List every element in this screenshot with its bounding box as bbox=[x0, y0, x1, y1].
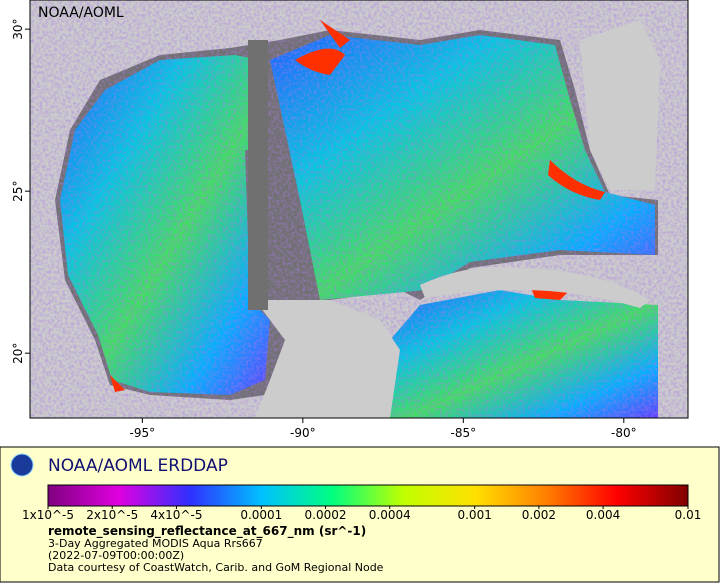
colorbar-tick-label: 0.004 bbox=[586, 508, 620, 522]
caption: 3-Day Aggregated MODIS Aqua Rrs667(2022-… bbox=[48, 537, 384, 574]
caption-line: 3-Day Aggregated MODIS Aqua Rrs667 bbox=[48, 537, 263, 550]
corner-label: NOAA/AOML bbox=[38, 5, 124, 21]
colorbar-tick-label: 4x10^-5 bbox=[150, 508, 202, 522]
variable: remote_sensing_reflectance_at_667_nm (sr… bbox=[48, 524, 366, 539]
brand: NOAA/AOML ERDDAP bbox=[48, 456, 228, 476]
noaa-logo bbox=[10, 453, 34, 477]
y-tick-label: 20° bbox=[11, 343, 25, 364]
y-tick-label: 25° bbox=[11, 181, 25, 202]
colorbar-tick-label: 0.01 bbox=[675, 508, 702, 522]
x-tick-label: -95° bbox=[130, 426, 156, 440]
colorbar: 1x10^-5 2x10^-5 4x10^-5 0.0001 0.0002 0.0004 0… bbox=[22, 484, 702, 522]
colorbar-tick-label: 0.0001 bbox=[240, 508, 282, 522]
legend-panel bbox=[0, 446, 720, 583]
x-tick-label: -85° bbox=[451, 426, 477, 440]
y-tick-label: 30° bbox=[11, 19, 25, 40]
x-tick-label: -80° bbox=[611, 426, 637, 440]
colorbar-tick-label: 0.001 bbox=[457, 508, 491, 522]
x-tick-label: -90° bbox=[290, 426, 316, 440]
colorbar-tick-label: 0.0004 bbox=[369, 508, 411, 522]
cuba bbox=[420, 266, 650, 308]
colorbar-tick-label: 0.0002 bbox=[305, 508, 347, 522]
map-frame bbox=[29, 0, 689, 419]
florida bbox=[580, 20, 660, 190]
caption-line: Data courtesy of CoastWatch, Carib. and … bbox=[48, 561, 384, 574]
no-data-stripe bbox=[248, 40, 268, 310]
colorbar-ramp bbox=[47, 484, 689, 507]
yucatan bbox=[255, 300, 400, 418]
colorbar-tick-label: 0.002 bbox=[522, 508, 556, 522]
colorbar-tick-label: 2x10^-5 bbox=[86, 508, 138, 522]
caption-line: (2022-07-09T00:00:00Z) bbox=[48, 549, 184, 562]
colorbar-tick-label: 1x10^-5 bbox=[22, 508, 74, 522]
